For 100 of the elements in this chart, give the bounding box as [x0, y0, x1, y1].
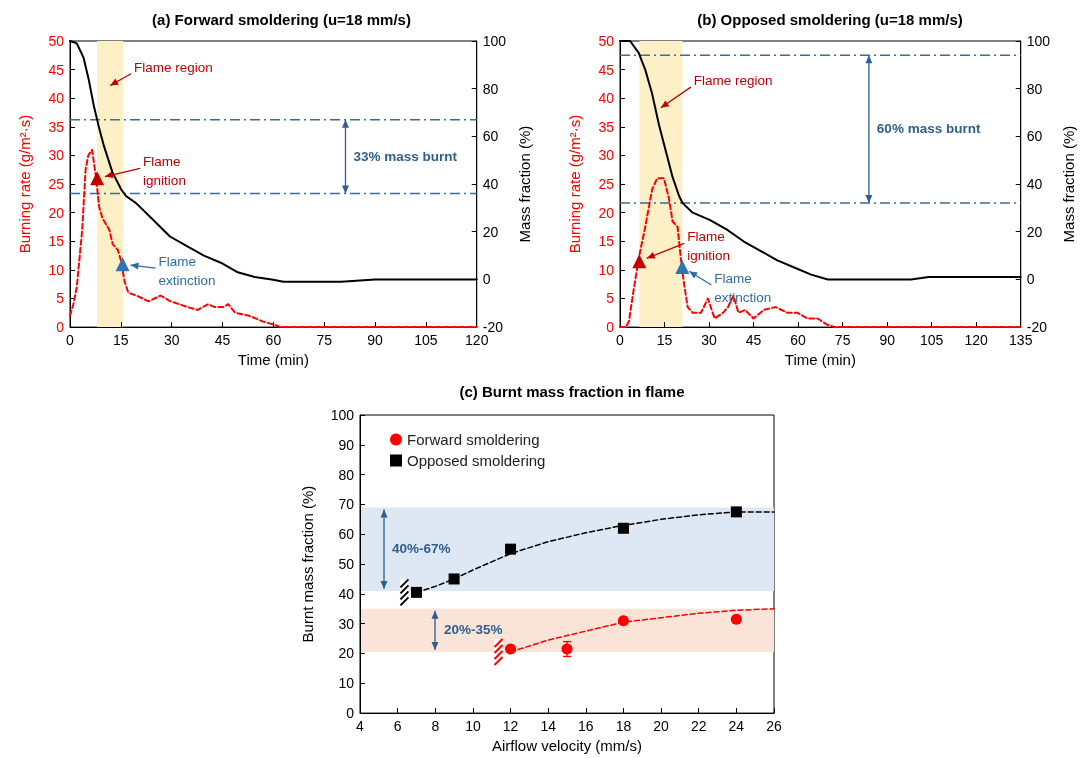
- y-tick-label: 50: [598, 33, 615, 49]
- y-tick-label: 40: [48, 90, 65, 107]
- x-tick-label: 30: [701, 332, 718, 349]
- point: [410, 586, 422, 598]
- x-tick-label: 90: [367, 332, 384, 349]
- y-tick-label: 35: [598, 118, 615, 135]
- x-tick-label: 12: [502, 718, 519, 735]
- x-tick-label: 105: [414, 332, 438, 349]
- band-label: 40%-67%: [392, 540, 451, 556]
- y-tick-label: 20: [338, 645, 355, 662]
- y2-tick-label: 80: [482, 80, 499, 97]
- y2-tick-label: 100: [482, 33, 507, 49]
- annotation: Flame ignition: [143, 153, 186, 188]
- point: [617, 615, 629, 627]
- annotation: Flame region: [134, 59, 213, 75]
- x-tick-label: 45: [745, 332, 762, 349]
- x-tick-label: 60: [790, 332, 807, 349]
- chart-title: (a) Forward smoldering (u=18 mm/s): [152, 11, 411, 28]
- y-tick-label: 25: [48, 176, 65, 193]
- x-tick-label: 18: [615, 718, 632, 735]
- y2-tick-label: 0: [1026, 271, 1035, 288]
- y2-tick-label: 100: [1026, 33, 1051, 49]
- annotation: Flame ignition: [687, 228, 731, 263]
- y-tick-label: 35: [48, 118, 65, 135]
- y-tick-label: 45: [598, 61, 615, 78]
- y2-tick-label: 20: [482, 223, 499, 240]
- point: [448, 573, 460, 585]
- chart-title: (b) Opposed smoldering (u=18 mm/s): [697, 11, 963, 28]
- x-tick-label: 105: [920, 332, 944, 349]
- annotation: 33% mass burnt: [353, 148, 458, 164]
- x-tick-label: 22: [690, 718, 707, 735]
- y-tick-label: 0: [606, 319, 615, 336]
- y2-tick-label: 60: [1026, 128, 1043, 145]
- x-tick-label: 75: [316, 332, 333, 349]
- y-tick-label: 20: [598, 204, 615, 221]
- point: [730, 506, 742, 518]
- x-tick-label: 20: [653, 718, 670, 735]
- x-tick-label: 26: [766, 718, 782, 735]
- y-tick-label: 40: [338, 585, 355, 602]
- x-axis-title: Time (min): [237, 351, 309, 368]
- x-tick-label: 90: [879, 332, 896, 349]
- y-tick-label: 50: [48, 33, 65, 49]
- y-tick-label: 50: [338, 556, 355, 573]
- y-tick-label: 60: [338, 526, 355, 543]
- y-tick-label: 30: [598, 147, 615, 164]
- legend-label: Opposed smoldering: [407, 452, 546, 469]
- x-tick-label: 10: [465, 718, 481, 735]
- x-tick-label: 45: [214, 332, 231, 349]
- x-tick-label: 60: [265, 332, 282, 349]
- y2-tick-label: 0: [482, 271, 491, 288]
- annotation: Flame extinction: [158, 253, 216, 288]
- y2-axis-title: Mass fraction (%): [516, 125, 533, 243]
- x-tick-label: 4: [356, 718, 365, 735]
- point: [730, 613, 742, 625]
- y-axis-title: Burning rate (g/m²·s): [16, 114, 33, 254]
- y-tick-label: 5: [606, 290, 615, 307]
- band-label: 20%-35%: [444, 621, 503, 637]
- y-tick-label: 15: [598, 233, 615, 250]
- x-tick-label: 8: [431, 718, 440, 735]
- x-tick-label: 16: [578, 718, 594, 735]
- y-tick-label: 25: [598, 176, 615, 193]
- y-tick-label: 10: [338, 675, 355, 692]
- x-tick-label: 15: [656, 332, 673, 349]
- y-tick-label: 10: [48, 261, 65, 278]
- y-tick-label: 10: [598, 261, 615, 278]
- annotation: Flame extinction: [714, 270, 772, 305]
- y-tick-label: 5: [56, 290, 65, 307]
- y-tick-label: 90: [338, 436, 355, 453]
- chart-title: (c) Burnt mass fraction in flame: [459, 383, 685, 400]
- legend-label: Forward smoldering: [407, 431, 540, 448]
- y-tick-label: 70: [338, 496, 355, 513]
- point: [505, 543, 517, 555]
- y2-tick-label: 80: [1026, 80, 1043, 97]
- y-tick-label: 20: [48, 204, 65, 221]
- y2-tick-label: 40: [1026, 176, 1043, 193]
- x-tick-label: 24: [728, 718, 745, 735]
- point: [617, 522, 629, 534]
- y-tick-label: 0: [56, 319, 65, 336]
- y-tick-label: 80: [338, 466, 355, 483]
- y2-tick-label: 20: [1026, 223, 1043, 240]
- x-axis-title: Airflow velocity (mm/s): [491, 737, 643, 754]
- x-tick-label: 120: [964, 332, 989, 349]
- annotation: 60% mass burnt: [876, 120, 981, 136]
- x-axis-title: Time (min): [784, 351, 856, 368]
- y2-axis-title: Mass fraction (%): [1060, 125, 1077, 243]
- y-tick-label: 30: [48, 147, 65, 164]
- y-tick-label: 100: [330, 407, 355, 423]
- y-tick-label: 40: [598, 90, 615, 107]
- y-tick-label: 45: [48, 61, 65, 78]
- annotation: Flame region: [693, 72, 773, 88]
- x-tick-label: 30: [163, 332, 180, 349]
- y2-tick-label: 40: [482, 176, 499, 193]
- y2-tick-label: 60: [482, 128, 499, 145]
- y-tick-label: 15: [48, 233, 65, 250]
- x-tick-label: 15: [113, 332, 129, 349]
- x-tick-label: 75: [834, 332, 851, 349]
- y-axis-title: Burnt mass fraction (%): [299, 485, 316, 643]
- x-tick-label: 6: [393, 718, 402, 735]
- y-tick-label: 0: [346, 705, 355, 722]
- point: [505, 643, 517, 655]
